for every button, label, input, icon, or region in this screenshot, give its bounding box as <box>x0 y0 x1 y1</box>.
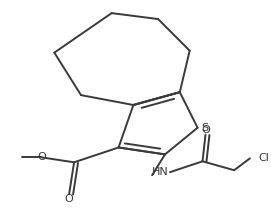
Text: Cl: Cl <box>259 153 270 163</box>
Text: O: O <box>201 125 210 135</box>
Text: S: S <box>201 123 208 133</box>
Text: HN: HN <box>152 167 168 177</box>
Text: O: O <box>65 194 73 204</box>
Text: O: O <box>37 152 46 162</box>
